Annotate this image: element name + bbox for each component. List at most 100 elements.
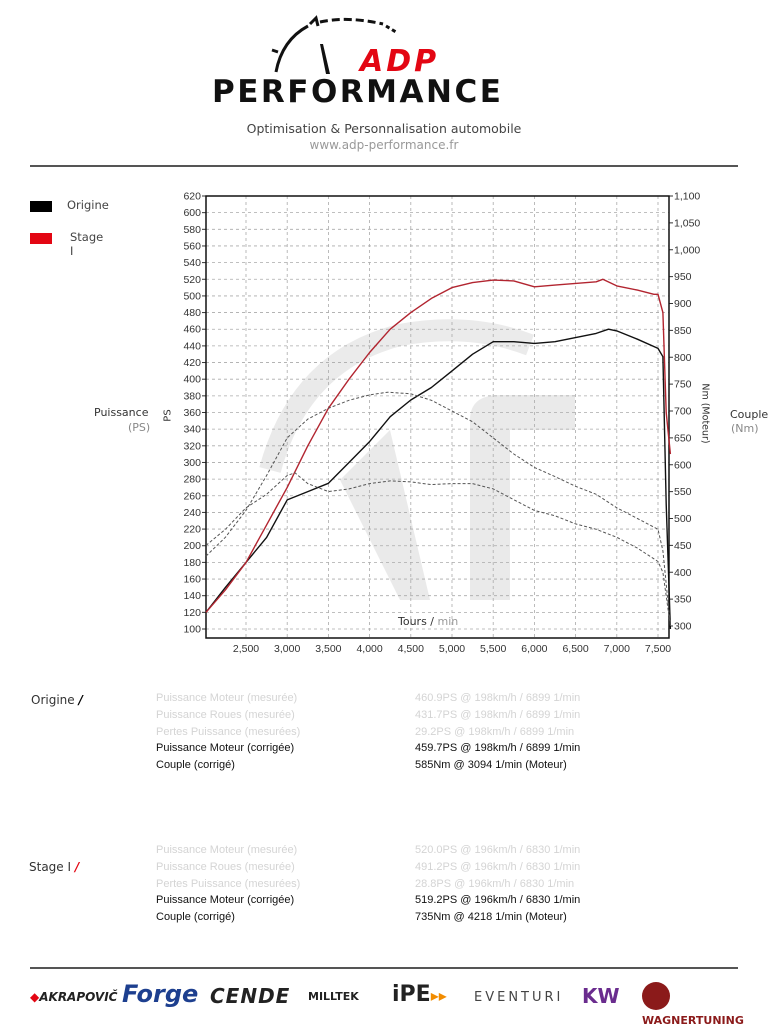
website-url[interactable]: www.adp-performance.fr xyxy=(309,138,459,152)
sponsor-wagnertuning: WAGNERTUNING xyxy=(642,982,744,1029)
y2-tick-label: 800 xyxy=(674,352,692,364)
y-tick-label: 560 xyxy=(183,240,201,252)
y2-tick-label: 750 xyxy=(674,379,692,391)
x-tick-label: 2,500 xyxy=(233,643,259,655)
y-tick-label: 360 xyxy=(183,407,201,419)
y-tick-label: 280 xyxy=(183,474,201,486)
sponsor-ipe: iPE▸▸ xyxy=(392,982,447,1007)
x-axis-unit: min xyxy=(437,615,459,628)
y2-tick-label: 500 xyxy=(674,513,692,525)
tagline: Optimisation & Personnalisation automobi… xyxy=(246,121,522,136)
summary-row-label: Puissance Moteur (corrigée) xyxy=(156,742,295,755)
summary-title-origine-text: Origine xyxy=(31,693,75,707)
footer-divider xyxy=(30,967,738,969)
slash-icon: / xyxy=(74,860,80,874)
logo: ADP PERFORMANCE Optimisation & Personnal… xyxy=(0,0,768,160)
y-tick-label: 140 xyxy=(183,590,201,602)
summary-row-value: 460.9PS @ 198km/h / 6899 1/min xyxy=(415,692,581,704)
x-tick-label: 3,000 xyxy=(274,643,300,655)
y2-tick-label: 300 xyxy=(674,621,692,633)
summary-row-value: 519.2PS @ 196km/h / 6830 1/min xyxy=(415,894,581,907)
summary-row-label: Puissance Roues (mesurée) xyxy=(156,708,295,721)
y2-tick-label: 350 xyxy=(674,594,692,606)
x-axis-title-text: Tours xyxy=(398,615,427,628)
summary-row-label: Pertes Puissance (mesurées) xyxy=(156,877,301,890)
slash-icon: / xyxy=(78,693,83,707)
x-tick-label: 5,000 xyxy=(439,643,465,655)
y-tick-label: 100 xyxy=(183,624,201,636)
x-axis-title: Tours / min xyxy=(398,615,458,628)
y-tick-label: 200 xyxy=(183,540,201,552)
plot-frame xyxy=(205,195,670,639)
y-tick-label: 480 xyxy=(183,307,201,319)
gauge-icon xyxy=(271,15,397,74)
y2-tick-label: 650 xyxy=(674,432,692,444)
summary-row-label: Couple (corrigé) xyxy=(156,759,235,772)
summary-row-label: Puissance Moteur (mesurée) xyxy=(156,692,298,704)
legend-swatch-origine xyxy=(30,201,52,212)
y2-tick-label: 950 xyxy=(674,271,692,283)
dyno-chart: 620 600 580 560 540 520 500 480 460 440 420 400 380 3… xyxy=(183,191,700,656)
y-tick-label: 240 xyxy=(183,507,201,519)
x-tick-label: 4,000 xyxy=(356,643,382,655)
y2-tick-label: 400 xyxy=(674,567,692,579)
summary-row-value: 29.2PS @ 198km/h / 6899 1/min xyxy=(415,725,575,738)
x-tick-label: 7,500 xyxy=(645,643,671,655)
y2-tick-label: 850 xyxy=(674,325,692,337)
y-tick-label: 520 xyxy=(183,274,201,286)
legend-label-stage1: Stage I xyxy=(70,230,104,258)
summary-title-origine: Origine / xyxy=(31,693,83,707)
y-tick-label: 400 xyxy=(183,374,201,386)
y-tick-label: 120 xyxy=(183,607,201,619)
series-line xyxy=(205,328,672,630)
y2-tick-label: 550 xyxy=(674,486,692,498)
y-tick-label: 600 xyxy=(183,207,201,219)
y-tick-label: 580 xyxy=(183,224,201,236)
summary-origine: Origine / Puissance Moteur (mesurée) 460.… xyxy=(0,690,768,780)
right-axis-unit: (Nm) xyxy=(731,422,759,435)
y-tick-label: 420 xyxy=(183,357,201,369)
summary-row-value: 459.7PS @ 198km/h / 6899 1/min xyxy=(415,742,581,755)
summary-row-label: Puissance Moteur (mesurée) xyxy=(156,844,298,856)
x-tick-label: 7,000 xyxy=(604,643,630,655)
summary-row-label: Puissance Roues (mesurée) xyxy=(156,860,295,873)
y-tick-label: 220 xyxy=(183,524,201,536)
summary-row-label: Couple (corrigé) xyxy=(156,911,235,924)
sponsor-forge: Forge xyxy=(122,980,199,1008)
y-tick-label: 160 xyxy=(183,574,201,586)
sponsor-akrapovic: ◆AKRAPOVIČ xyxy=(30,990,118,1004)
y-tick-label: 380 xyxy=(183,390,201,402)
right-axis-title: Couple xyxy=(730,408,768,421)
x-tick-label: 6,500 xyxy=(562,643,588,655)
summary-row-value: 431.7PS @ 198km/h / 6899 1/min xyxy=(415,708,581,721)
summary-row-value: 520.0PS @ 196km/h / 6830 1/min xyxy=(415,844,581,856)
summary-stage1: Stage I / Puissance Moteur (mesurée) 520.… xyxy=(0,842,768,932)
sponsor-cende: CENDE xyxy=(210,984,291,1008)
y-tick-label: 300 xyxy=(183,457,201,469)
y2-tick-label: 1,100 xyxy=(674,191,700,203)
y-tick-label: 500 xyxy=(183,290,201,302)
legend-label-origine: Origine xyxy=(67,198,109,212)
y-tick-label: 340 xyxy=(183,424,201,436)
y2-tick-label: 700 xyxy=(674,406,692,418)
x-axis-sep: / xyxy=(426,615,438,628)
sponsor-bar: ◆AKRAPOVIČ Forge CENDE MILLTEK iPE▸▸ EVE… xyxy=(30,980,744,1027)
summary-row-label: Pertes Puissance (mesurées) xyxy=(156,725,301,738)
y2-tick-label: 900 xyxy=(674,298,692,310)
watermark-logo xyxy=(259,319,575,600)
y2-tick-label: 1,000 xyxy=(674,244,700,256)
series-line xyxy=(205,391,671,627)
summary-title-stage1-text: Stage I xyxy=(29,860,72,874)
y-tick-label: 540 xyxy=(183,257,201,269)
summary-row-value: 28.8PS @ 196km/h / 6830 1/min xyxy=(415,877,575,890)
y-tick-label: 180 xyxy=(183,557,201,569)
summary-title-stage1: Stage I / xyxy=(29,860,79,874)
x-tick-label: 4,500 xyxy=(398,643,424,655)
x-tick-label: 6,000 xyxy=(521,643,547,655)
y-tick-label: 260 xyxy=(183,490,201,502)
series-line xyxy=(205,278,672,613)
legend-swatch-stage1 xyxy=(30,233,52,244)
left-axis-title: Puissance xyxy=(94,406,149,419)
y-tick-label: 320 xyxy=(183,440,201,452)
brand-bottom: PERFORMANCE xyxy=(212,74,504,110)
